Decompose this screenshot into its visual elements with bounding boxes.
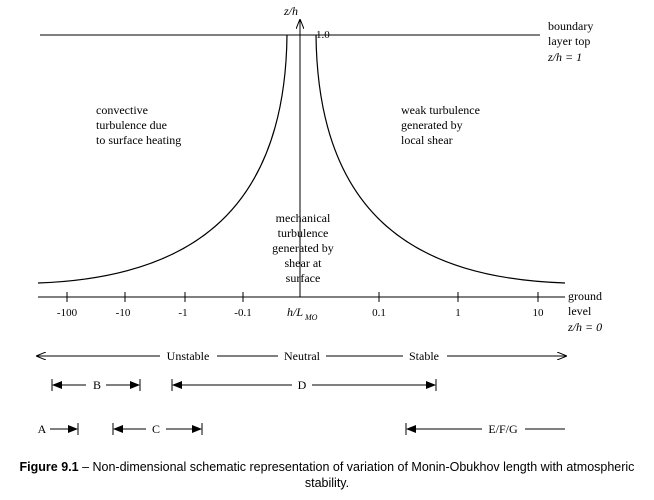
tick-marks <box>66 292 539 302</box>
stable-curve <box>315 34 566 284</box>
left-region-line1: convective <box>96 103 148 117</box>
unstable-curve <box>37 34 288 284</box>
y-axis-label: z/h <box>283 4 298 18</box>
stable-label: Stable <box>409 349 439 363</box>
x-center-subscript: MO <box>304 313 318 322</box>
center-region-line3: generated by <box>272 241 334 255</box>
class-efg-label: E/F/G <box>488 422 518 436</box>
class-a-label: A <box>38 422 47 436</box>
ground-label-line3: z/h = 0 <box>567 320 602 334</box>
boundary-label-line3: z/h = 1 <box>547 50 582 64</box>
boundary-label-line2: layer top <box>548 34 590 48</box>
tick-label: -10 <box>116 307 131 319</box>
right-region-line3: local shear <box>401 133 453 147</box>
tick-label: 10 <box>533 307 545 319</box>
tick-label: -0.1 <box>234 307 251 319</box>
caption-text: – Non-dimensional schematic representati… <box>78 460 635 490</box>
center-region-line1: mechanical <box>276 211 331 225</box>
center-region-line2: turbulence <box>278 226 329 240</box>
y-tick-label: 1.0 <box>316 29 330 41</box>
left-region-line3: to surface heating <box>96 133 181 147</box>
tick-label: -1 <box>178 307 187 319</box>
center-region-line4: shear at <box>285 256 323 270</box>
class-d-label: D <box>298 378 307 392</box>
center-region-line5: surface <box>286 271 321 285</box>
ground-label-line1: ground <box>568 289 602 303</box>
class-c-label: C <box>152 422 160 436</box>
caption-prefix: Figure 9.1 <box>19 460 79 474</box>
figure-caption: Figure 9.1 – Non-dimensional schematic r… <box>0 459 654 491</box>
x-center-label: h/L <box>287 305 303 319</box>
class-b-label: B <box>93 378 101 392</box>
tick-label: 0.1 <box>372 307 386 319</box>
unstable-label: Unstable <box>167 349 210 363</box>
right-region-line1: weak turbulence <box>401 103 480 117</box>
neutral-label: Neutral <box>284 349 321 363</box>
boundary-label-line1: boundary <box>548 19 593 33</box>
tick-label: 1 <box>455 307 461 319</box>
ground-label-line2: level <box>568 304 592 318</box>
left-region-line2: turbulence due <box>96 118 167 132</box>
tick-label: -100 <box>57 307 78 319</box>
right-region-line2: generated by <box>401 118 463 132</box>
